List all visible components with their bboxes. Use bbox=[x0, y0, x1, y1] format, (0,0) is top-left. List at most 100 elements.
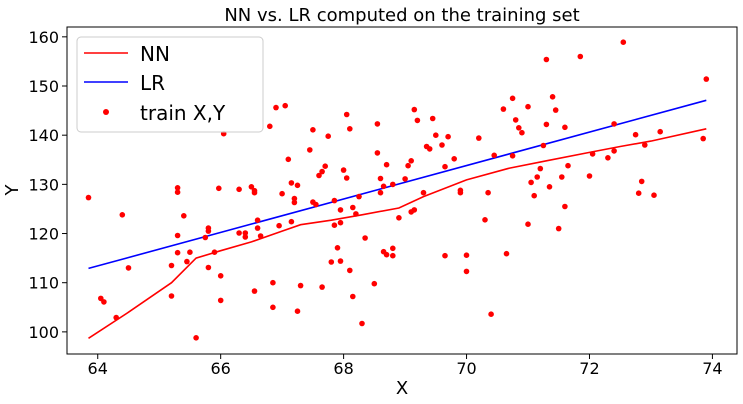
legend-train-label: train X,Y bbox=[140, 101, 226, 125]
scatter-point bbox=[270, 304, 276, 311]
axis-ticks: 64 66 68 70 72 74 100 110 120 130 140 150 160 bbox=[28, 28, 722, 378]
scatter-point bbox=[267, 123, 273, 130]
scatter-point bbox=[313, 201, 319, 208]
y-axis-label: Y bbox=[2, 184, 23, 197]
scatter-point bbox=[276, 222, 282, 229]
scatter-point bbox=[411, 106, 418, 113]
scatter-point bbox=[540, 142, 547, 149]
legend-lr-label: LR bbox=[140, 71, 165, 95]
x-tick-label: 70 bbox=[456, 359, 476, 378]
x-tick-label: 74 bbox=[702, 359, 722, 378]
legend-nn-label: NN bbox=[140, 42, 170, 66]
scatter-point bbox=[383, 251, 390, 258]
y-tick-label: 140 bbox=[28, 126, 59, 145]
scatter-point bbox=[420, 189, 427, 196]
scatter-point bbox=[350, 293, 356, 300]
scatter-point bbox=[439, 142, 445, 148]
scatter-point bbox=[254, 225, 261, 231]
y-tick-label: 110 bbox=[28, 274, 59, 293]
scatter-point bbox=[334, 245, 341, 251]
scatter-point bbox=[337, 219, 344, 226]
scatter-point bbox=[307, 147, 313, 153]
scatter-point bbox=[390, 245, 396, 252]
scatter-point bbox=[288, 218, 295, 225]
scatter-point bbox=[451, 156, 458, 162]
y-tick-label: 100 bbox=[28, 323, 59, 342]
scatter-point bbox=[559, 174, 565, 180]
scatter-point bbox=[236, 230, 242, 236]
x-tick-label: 64 bbox=[88, 359, 108, 378]
scatter-point bbox=[516, 125, 522, 131]
scatter-point bbox=[433, 132, 439, 138]
scatter-point bbox=[316, 172, 322, 179]
scatter-point bbox=[543, 56, 550, 63]
scatter-point bbox=[555, 225, 562, 232]
scatter-point bbox=[356, 193, 362, 200]
scatter-point bbox=[491, 152, 498, 159]
scatter-point bbox=[528, 179, 534, 186]
scatter-point bbox=[125, 265, 132, 271]
scatter-point bbox=[251, 288, 258, 294]
scatter-point bbox=[331, 222, 338, 228]
scatter-point bbox=[457, 189, 464, 196]
scatter-point bbox=[503, 250, 510, 257]
legend: NN LR train X,Y bbox=[76, 36, 264, 133]
scatter-point bbox=[353, 211, 359, 217]
scatter-point bbox=[168, 262, 175, 269]
scatter-point bbox=[337, 258, 344, 264]
scatter-point bbox=[605, 155, 611, 161]
scatter-point bbox=[703, 76, 710, 82]
scatter-point bbox=[488, 311, 494, 318]
scatter-point bbox=[347, 267, 353, 274]
scatter-point bbox=[445, 133, 451, 140]
scatter-point bbox=[374, 121, 381, 127]
scatter-point bbox=[442, 252, 448, 259]
scatter-point bbox=[216, 185, 222, 192]
scatter-point bbox=[512, 117, 519, 123]
scatter-point bbox=[322, 163, 329, 169]
scatter-point bbox=[279, 190, 285, 197]
scatter-point bbox=[414, 117, 421, 124]
scatter-point bbox=[546, 184, 553, 190]
scatter-point bbox=[236, 186, 242, 193]
scatter-point bbox=[442, 163, 448, 170]
series-line-lr bbox=[88, 99, 707, 270]
scatter-point bbox=[310, 127, 316, 133]
y-tick-label: 150 bbox=[28, 77, 59, 96]
x-tick-label: 66 bbox=[210, 359, 230, 378]
scatter-point bbox=[270, 279, 276, 286]
scatter-point bbox=[242, 230, 249, 236]
plot-marks bbox=[85, 39, 710, 341]
scatter-point bbox=[319, 168, 325, 175]
scatter-point bbox=[390, 181, 396, 188]
scatter-point bbox=[700, 135, 706, 142]
scatter-point bbox=[217, 273, 224, 279]
scatter-point bbox=[577, 53, 584, 60]
y-tick-label: 160 bbox=[28, 28, 59, 47]
scatter-point bbox=[509, 153, 516, 159]
scatter-point bbox=[525, 103, 531, 110]
scatter-point bbox=[343, 111, 350, 118]
scatter-point bbox=[543, 121, 550, 128]
scatter-point bbox=[362, 235, 368, 241]
scatter-point bbox=[519, 129, 525, 136]
scatter-point bbox=[537, 165, 544, 172]
scatter-point bbox=[217, 297, 224, 304]
scatter-point bbox=[485, 189, 491, 196]
scatter-point bbox=[383, 161, 390, 168]
scatter-point bbox=[168, 293, 175, 299]
scatter-point bbox=[282, 102, 289, 109]
scatter-point bbox=[248, 184, 255, 190]
scatter-point bbox=[377, 175, 384, 182]
plot-frame bbox=[66, 26, 738, 355]
scatter-point bbox=[119, 212, 126, 218]
scatter-point bbox=[408, 158, 415, 164]
scatter-point bbox=[657, 128, 663, 135]
scatter-point bbox=[174, 185, 181, 191]
scatter-point bbox=[294, 308, 301, 315]
scatter-point bbox=[285, 156, 292, 163]
scatter-point bbox=[482, 217, 488, 223]
scatter-point bbox=[405, 162, 411, 169]
x-axis-label: X bbox=[396, 378, 408, 399]
